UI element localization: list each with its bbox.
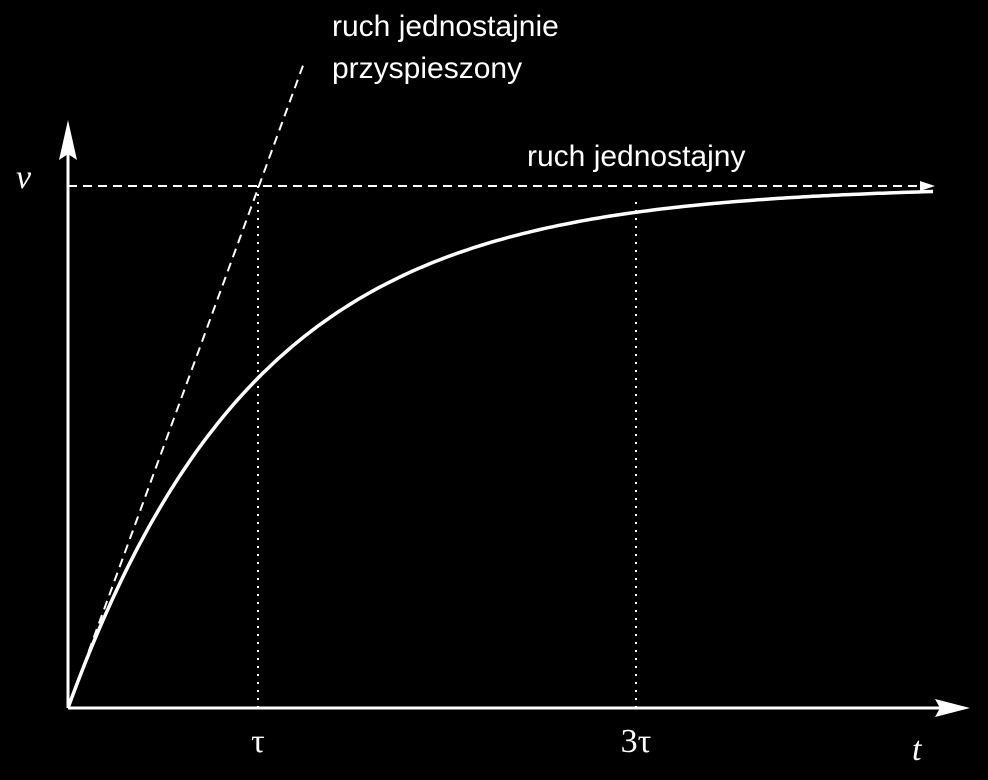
velocity-curve xyxy=(66,189,934,709)
tick-label: τ xyxy=(251,723,265,760)
x-axis-arrow xyxy=(935,699,970,717)
uniform-motion-arrow xyxy=(920,181,935,191)
accelerated-motion-line xyxy=(67,59,306,709)
y-axis-label: v xyxy=(16,159,32,196)
tick-label: 3τ xyxy=(621,723,652,760)
x-axis-label: t xyxy=(912,731,923,768)
y-axis-arrow xyxy=(59,120,77,160)
annotation: przyspieszony xyxy=(332,52,522,85)
annotation: ruch jednostajny xyxy=(527,140,745,173)
annotation: ruch jednostajnie xyxy=(332,10,559,43)
